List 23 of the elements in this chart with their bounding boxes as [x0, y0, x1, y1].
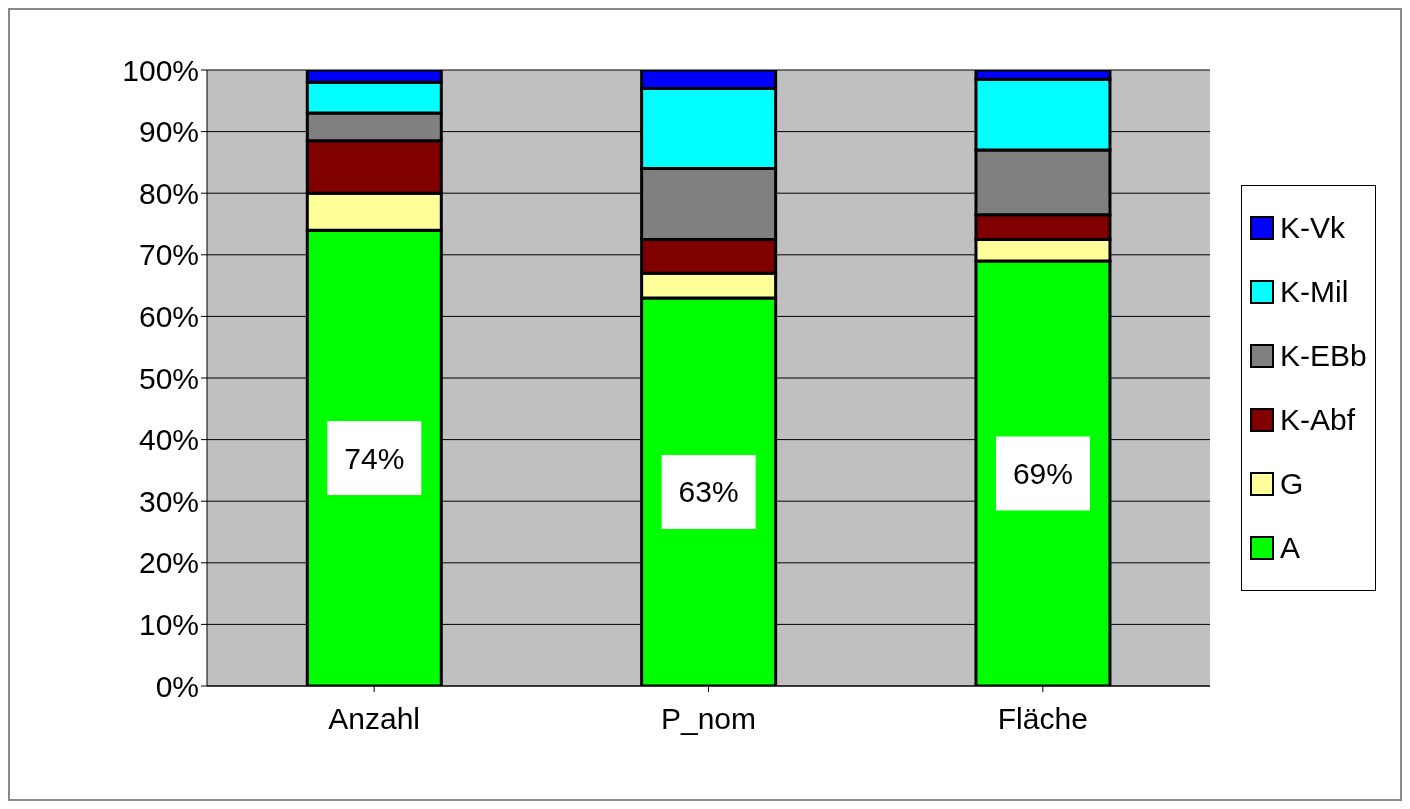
y-tick-label: 40% [138, 423, 199, 457]
data-label: 74% [344, 441, 405, 475]
y-tick-label: 80% [138, 176, 199, 210]
data-label: 63% [678, 475, 739, 509]
legend-label: K-Vk [1280, 211, 1346, 245]
legend-label: K-EBb [1280, 339, 1367, 373]
legend-label: A [1280, 531, 1301, 565]
y-tick-label: 90% [138, 115, 199, 149]
legend-label: G [1280, 467, 1304, 501]
legend-label: K-Abf [1280, 403, 1356, 437]
y-tick-label: 30% [138, 484, 199, 518]
y-tick-label: 0% [155, 669, 199, 703]
y-tick-label: 70% [138, 238, 199, 272]
data-label: 69% [1012, 456, 1073, 490]
y-tick-label: 50% [138, 361, 199, 395]
y-tick-label: 60% [138, 300, 199, 334]
y-tick-label: 100% [122, 53, 199, 87]
y-tick-label: 10% [138, 608, 199, 642]
x-tick-label: Fläche [997, 702, 1088, 736]
x-tick-label: Anzahl [328, 702, 421, 736]
x-tick-label: P_nom [660, 702, 757, 736]
y-tick-label: 20% [138, 546, 199, 580]
legend-label: K-Mil [1280, 275, 1349, 309]
